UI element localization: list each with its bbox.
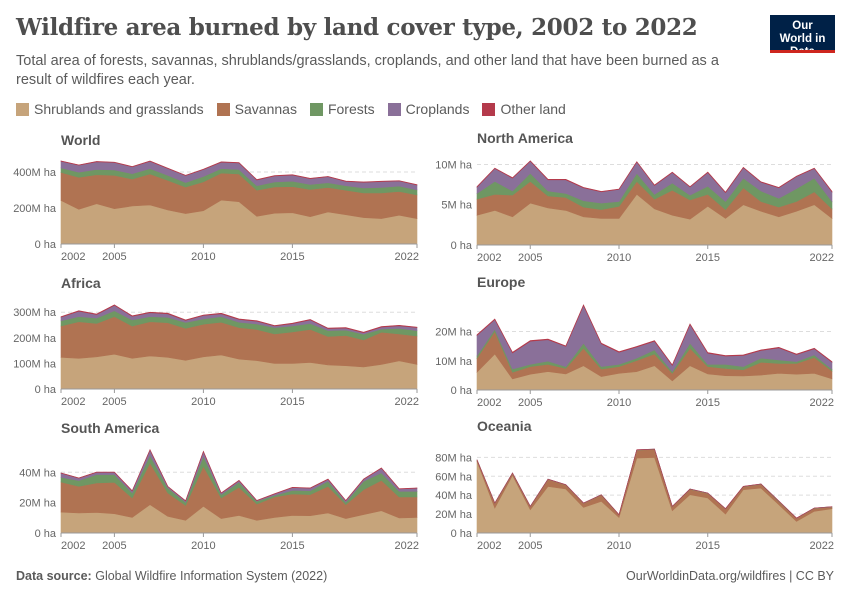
y-tick-label: 80M ha: [435, 452, 473, 464]
y-tick-label: 10M ha: [435, 159, 473, 171]
x-tick-label: 2002: [477, 252, 501, 264]
data-source-label: Data source:: [16, 569, 92, 583]
x-tick-label: 2005: [518, 397, 542, 409]
y-tick-label: 200M ha: [13, 333, 57, 345]
x-tick-label: 2002: [61, 396, 85, 408]
x-tick-label: 2005: [102, 540, 126, 552]
x-tick-label: 2002: [477, 540, 501, 552]
chart-subtitle: Total area of forests, savannas, shrubla…: [16, 53, 719, 88]
owid-logo[interactable]: Our World in Data: [770, 15, 835, 58]
panel-europe: Europe 0 ha 10M ha 20M ha 2002 2005 2010 2015 20…: [435, 274, 834, 409]
y-tick-label: 0 ha: [35, 239, 57, 251]
x-tick-label: 2010: [191, 251, 215, 263]
y-tick-label: 20M ha: [19, 498, 57, 510]
x-tick-label: 2022: [395, 540, 419, 552]
x-tick-label: 2022: [395, 251, 419, 263]
legend-swatch: [482, 102, 496, 116]
legend-item-other-land[interactable]: Other land: [482, 101, 566, 117]
legend-item-shrublands[interactable]: Shrublands and grasslands: [16, 101, 204, 117]
panel-world: World 0 ha 200M ha 400M ha 2002 2005 2010 2015 2…: [13, 132, 419, 263]
x-tick-label: 2015: [696, 397, 720, 409]
area-other-land: [476, 448, 833, 519]
area-savannas: [60, 462, 418, 521]
x-tick-label: 2010: [191, 540, 215, 552]
x-tick-label: 2002: [477, 397, 501, 409]
panel-title: World: [61, 132, 100, 148]
x-tick-label: 2010: [191, 396, 215, 408]
legend-label: Forests: [327, 101, 375, 117]
y-tick-label: 0 ha: [451, 528, 473, 540]
x-tick-label: 2015: [696, 252, 720, 264]
legend-label: Savannas: [234, 101, 297, 117]
area-other-land: [476, 160, 833, 194]
legend-item-forests[interactable]: Forests: [309, 101, 375, 117]
panel-south-america: South America 0 ha 20M ha 40M ha 2002 2005 201…: [19, 420, 419, 552]
x-tick-label: 2022: [395, 396, 419, 408]
legend-swatch: [16, 102, 29, 116]
legend-swatch: [387, 102, 401, 116]
legend-label: Croplands: [405, 101, 470, 117]
chart-title: Wildfire area burned by land cover type,…: [16, 14, 698, 41]
logo-bar: [770, 50, 835, 53]
y-tick-label: 0 ha: [35, 384, 57, 396]
panel-title: South America: [61, 420, 159, 436]
area-other-land: [476, 304, 833, 366]
legend-swatch: [216, 102, 230, 116]
x-tick-label: 2005: [518, 252, 542, 264]
y-tick-label: 100M ha: [13, 358, 57, 370]
area-other-land: [60, 304, 418, 334]
x-tick-label: 2005: [102, 251, 126, 263]
x-tick-label: 2015: [280, 396, 304, 408]
data-source-text[interactable]: Global Wildfire Information System (2022…: [95, 569, 328, 583]
y-tick-label: 0 ha: [451, 240, 473, 252]
legend: Shrublands and grasslands Savannas Fores…: [16, 101, 566, 117]
legend-swatch: [309, 102, 323, 116]
legend-label: Shrublands and grasslands: [34, 101, 204, 117]
data-source: Data source: Global Wildfire Information…: [16, 569, 327, 583]
panel-title: Europe: [477, 274, 525, 290]
panel-north-america: North America 0 ha 5M ha 10M ha 2002 2005 2010…: [435, 130, 834, 264]
panel-title: Oceania: [477, 418, 532, 434]
panel-oceania: Oceania 0 ha 20M ha 40M ha 60M ha 80M ha 2002 2…: [435, 418, 834, 552]
panel-africa: Africa 0 ha 100M ha 200M ha 300M ha 2002 2005 2…: [13, 275, 419, 408]
y-tick-label: 20M ha: [435, 509, 473, 521]
x-tick-label: 2022: [810, 397, 834, 409]
x-tick-label: 2010: [607, 252, 631, 264]
legend-item-croplands[interactable]: Croplands: [387, 101, 470, 117]
y-tick-label: 0 ha: [451, 385, 473, 397]
x-tick-label: 2015: [696, 540, 720, 552]
area-other-land: [60, 160, 418, 186]
legend-item-savannas[interactable]: Savannas: [216, 101, 297, 117]
y-tick-label: 300M ha: [13, 307, 57, 319]
y-tick-label: 60M ha: [435, 471, 473, 483]
x-tick-label: 2002: [61, 540, 85, 552]
x-tick-label: 2002: [61, 251, 85, 263]
y-tick-label: 40M ha: [19, 467, 57, 479]
x-tick-label: 2010: [607, 540, 631, 552]
area-other-land: [60, 448, 418, 502]
x-tick-label: 2022: [810, 540, 834, 552]
y-tick-label: 400M ha: [13, 167, 57, 179]
x-tick-label: 2005: [518, 540, 542, 552]
y-tick-label: 10M ha: [435, 356, 473, 368]
x-tick-label: 2015: [280, 540, 304, 552]
y-tick-label: 40M ha: [435, 490, 473, 502]
y-tick-label: 200M ha: [13, 203, 57, 215]
legend-label: Other land: [500, 101, 566, 117]
panel-title: Africa: [61, 275, 101, 291]
x-tick-label: 2022: [810, 252, 834, 264]
credit-link[interactable]: OurWorldinData.org/wildfires | CC BY: [626, 569, 834, 583]
y-tick-label: 0 ha: [35, 528, 57, 540]
y-tick-label: 20M ha: [435, 327, 473, 339]
x-tick-label: 2010: [607, 397, 631, 409]
x-tick-label: 2015: [280, 251, 304, 263]
y-tick-label: 5M ha: [441, 200, 472, 212]
panel-title: North America: [477, 130, 573, 146]
x-tick-label: 2005: [102, 396, 126, 408]
